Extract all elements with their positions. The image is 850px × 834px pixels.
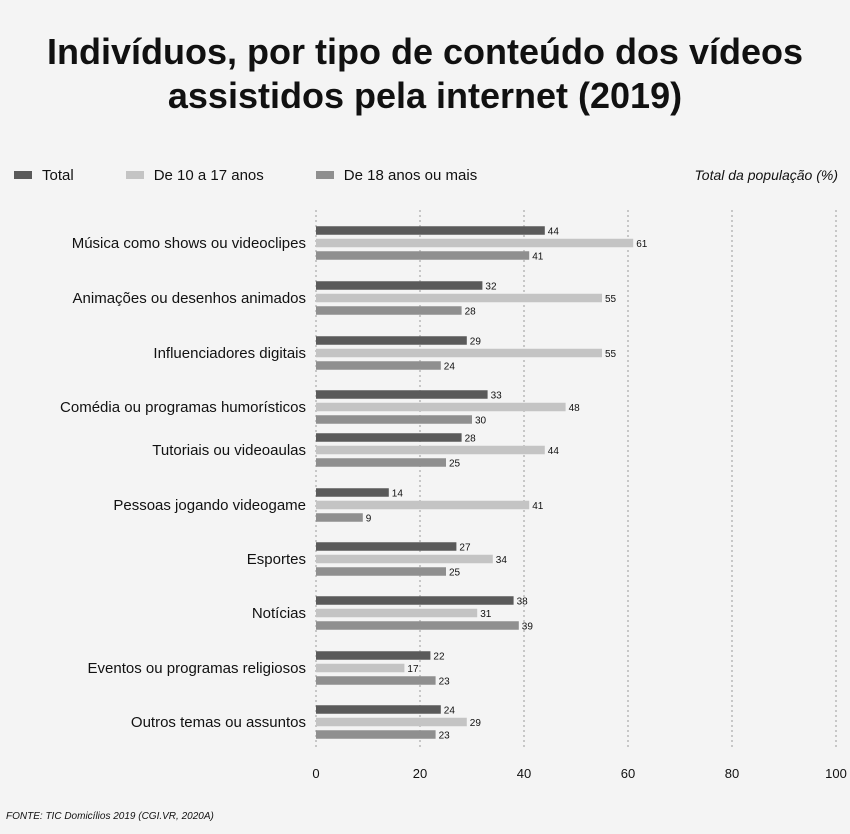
bar-10-17 bbox=[316, 402, 566, 412]
x-tick-label-0: 0 bbox=[312, 766, 319, 781]
value-label: 44 bbox=[548, 446, 560, 457]
category-label: Pessoas jogando videogame bbox=[113, 497, 306, 514]
bar-10-17 bbox=[316, 500, 530, 510]
value-label: 17 bbox=[407, 664, 419, 675]
value-label: 24 bbox=[444, 361, 456, 372]
category-label: Notícias bbox=[252, 605, 306, 622]
legend-label-total: Total bbox=[42, 166, 74, 184]
value-label: 24 bbox=[444, 705, 456, 716]
legend-swatch-total bbox=[14, 171, 32, 179]
value-label: 31 bbox=[480, 609, 492, 620]
bar-18-plus bbox=[316, 251, 530, 260]
bar-total bbox=[316, 336, 467, 345]
bar-total bbox=[316, 651, 431, 660]
value-label: 23 bbox=[439, 730, 451, 741]
category-label: Eventos ou programas religiosos bbox=[88, 660, 306, 677]
value-label: 32 bbox=[485, 281, 497, 292]
legend-swatch-18-plus bbox=[315, 171, 334, 179]
category-label: Esportes bbox=[247, 551, 306, 568]
value-label: 27 bbox=[459, 542, 471, 553]
category-label: Outros temas ou assuntos bbox=[131, 714, 306, 731]
x-tick-label-20: 20 bbox=[413, 766, 427, 781]
bar-total bbox=[316, 226, 545, 235]
value-label: 55 bbox=[605, 349, 617, 360]
value-label: 33 bbox=[491, 390, 503, 401]
bar-10-17 bbox=[316, 717, 467, 727]
value-label: 41 bbox=[532, 501, 544, 512]
value-label: 44 bbox=[548, 226, 560, 237]
value-label: 34 bbox=[496, 555, 508, 566]
chart-legend: Total De 10 a 17 anos De 18 anos ou mais bbox=[14, 164, 529, 186]
value-label: 61 bbox=[636, 239, 648, 250]
bar-10-17 bbox=[316, 554, 493, 564]
bar-total bbox=[316, 705, 441, 714]
x-tick-label-100: 100 bbox=[825, 766, 847, 781]
chart-title: Indivíduos, por tipo de conteúdo dos víd… bbox=[46, 31, 804, 116]
bar-total bbox=[316, 390, 488, 399]
legend-item-18-plus: De 18 anos ou mais bbox=[315, 166, 478, 184]
value-label: 28 bbox=[465, 306, 477, 317]
x-tick-label-60: 60 bbox=[621, 766, 635, 781]
value-label: 23 bbox=[439, 676, 451, 687]
value-label: 25 bbox=[449, 458, 461, 469]
legend-item-10-17: De 10 a 17 anos bbox=[125, 166, 264, 184]
bar-18-plus bbox=[316, 361, 441, 370]
value-label: 25 bbox=[449, 567, 461, 578]
bar-total bbox=[316, 488, 389, 497]
category-label: Música como shows ou videoclipes bbox=[72, 235, 306, 252]
bar-10-17 bbox=[316, 445, 545, 455]
bar-total bbox=[316, 596, 514, 605]
bar-10-17 bbox=[316, 293, 602, 303]
bar-18-plus bbox=[316, 458, 446, 467]
value-label: 30 bbox=[475, 415, 487, 426]
bar-18-plus bbox=[316, 306, 462, 315]
bar-18-plus bbox=[316, 730, 436, 739]
category-label: Animações ou desenhos animados bbox=[73, 290, 306, 307]
bar-10-17 bbox=[316, 663, 405, 673]
bar-10-17 bbox=[316, 348, 602, 358]
value-label: 28 bbox=[465, 433, 477, 444]
bar-total bbox=[316, 281, 483, 290]
value-label: 41 bbox=[532, 251, 544, 262]
value-label: 9 bbox=[366, 513, 372, 524]
value-label: 55 bbox=[605, 294, 617, 305]
bar-18-plus bbox=[316, 415, 472, 424]
category-label: Comédia ou programas humorísticos bbox=[60, 399, 306, 416]
x-tick-label-80: 80 bbox=[725, 766, 739, 781]
value-label: 22 bbox=[433, 651, 445, 662]
bar-total bbox=[316, 433, 462, 442]
bar-10-17 bbox=[316, 238, 634, 248]
x-tick-label-40: 40 bbox=[517, 766, 531, 781]
legend-swatch-10-17 bbox=[125, 171, 144, 179]
value-label: 14 bbox=[392, 488, 404, 499]
bar-18-plus bbox=[316, 676, 436, 685]
unit-label: Total da população (%) bbox=[694, 167, 838, 183]
legend-label-10-17: De 10 a 17 anos bbox=[153, 166, 264, 184]
legend-label-18-plus: De 18 anos ou mais bbox=[343, 166, 478, 184]
bar-10-17 bbox=[316, 608, 478, 618]
value-label: 39 bbox=[522, 621, 534, 632]
bar-total bbox=[316, 542, 457, 551]
bar-18-plus bbox=[316, 513, 363, 522]
legend-item-total: Total bbox=[14, 167, 74, 184]
source-note: FONTE: TIC Domicílios 2019 (CGI.VR, 2020… bbox=[6, 811, 214, 822]
bar-18-plus bbox=[316, 621, 519, 630]
value-label: 29 bbox=[470, 336, 482, 347]
category-label: Influenciadores digitais bbox=[153, 345, 306, 362]
value-label: 48 bbox=[569, 403, 581, 414]
category-label: Tutoriais ou videoaulas bbox=[152, 442, 306, 459]
value-label: 29 bbox=[470, 718, 482, 729]
value-label: 38 bbox=[517, 596, 529, 607]
bar-18-plus bbox=[316, 567, 446, 576]
